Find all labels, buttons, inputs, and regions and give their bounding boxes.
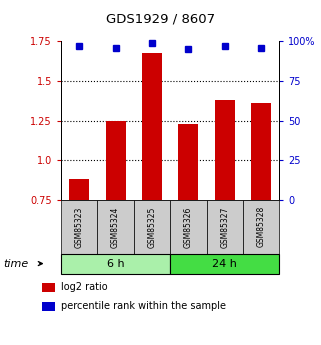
- Text: 6 h: 6 h: [107, 259, 124, 268]
- Text: GDS1929 / 8607: GDS1929 / 8607: [106, 12, 215, 26]
- Text: time: time: [3, 259, 29, 268]
- Text: log2 ratio: log2 ratio: [61, 282, 108, 292]
- Text: GSM85323: GSM85323: [75, 206, 84, 247]
- Bar: [251, 103, 271, 200]
- Bar: [106, 121, 126, 200]
- Bar: [142, 52, 162, 200]
- Text: GSM85325: GSM85325: [147, 206, 156, 247]
- Text: GSM85324: GSM85324: [111, 206, 120, 247]
- Bar: [69, 179, 89, 200]
- Bar: [215, 100, 235, 200]
- Text: GSM85328: GSM85328: [256, 206, 265, 247]
- Text: GSM85326: GSM85326: [184, 206, 193, 247]
- Text: GSM85327: GSM85327: [220, 206, 229, 247]
- Text: 24 h: 24 h: [212, 259, 237, 268]
- Bar: [178, 124, 198, 200]
- Text: percentile rank within the sample: percentile rank within the sample: [61, 301, 226, 310]
